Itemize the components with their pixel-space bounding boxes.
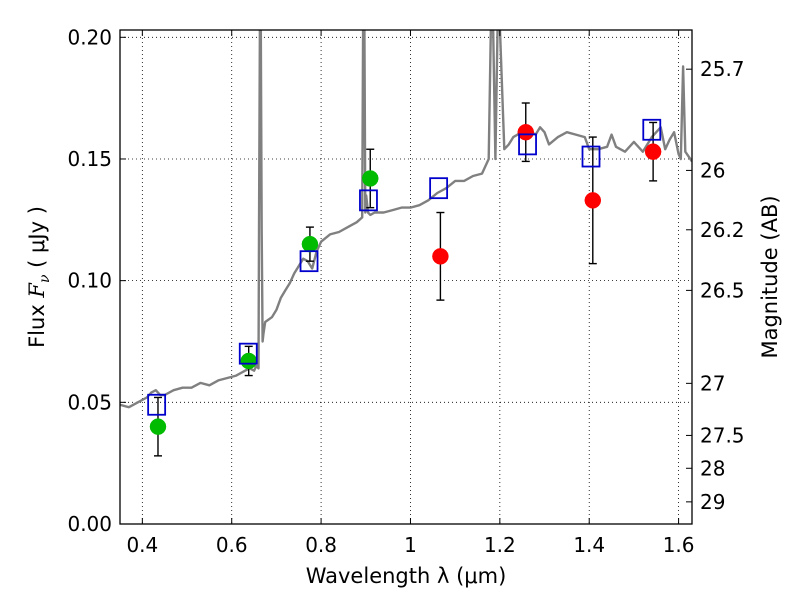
y-axis-title-prefix: Flux xyxy=(25,298,49,348)
model-photometry-square xyxy=(642,118,662,141)
y-tick-label: 0.05 xyxy=(67,390,112,414)
green-data-point xyxy=(149,418,167,435)
y-tick-label: 0.00 xyxy=(67,512,112,536)
right-tick-label: 26 xyxy=(700,158,725,182)
x-tick-label: 1 xyxy=(404,533,417,557)
right-tick-label: 25.7 xyxy=(700,57,745,81)
model-photometry-square xyxy=(299,250,319,273)
y-tick-label: 0.20 xyxy=(67,25,112,49)
data-markers xyxy=(147,102,662,457)
model-spectrum-line xyxy=(120,30,692,409)
right-tick-label: 28 xyxy=(700,456,725,480)
red-data-point xyxy=(432,248,449,265)
right-tick-label: 26.2 xyxy=(700,218,745,242)
y-tick-label: 0.10 xyxy=(67,269,112,293)
model-photometry-square xyxy=(238,342,258,365)
model-photometry-square xyxy=(518,133,537,156)
model-photometry-square xyxy=(359,189,378,212)
x-tick-label: 0.8 xyxy=(305,533,337,557)
red-data-point xyxy=(517,123,535,141)
model-photometry-square xyxy=(429,177,449,200)
x-tick-label: 1.6 xyxy=(663,533,695,557)
right-tick-label: 27.5 xyxy=(700,423,745,447)
grid xyxy=(120,30,692,525)
red-data-point xyxy=(644,143,662,160)
green-data-point xyxy=(301,235,319,253)
y-axis-title-unit: ( μJy ) xyxy=(25,206,49,274)
x-tick-label: 1.4 xyxy=(573,533,605,557)
model-photometry-square xyxy=(581,145,601,168)
right-tick-label: 29 xyxy=(700,490,725,514)
green-data-point xyxy=(362,170,379,187)
y-tick-label: 0.15 xyxy=(67,147,112,171)
green-data-point xyxy=(240,352,257,370)
right-axis-title: Magnitude (AB) xyxy=(758,195,782,358)
axis-ticks: 0.4 0.6 0.8 1 1.2 1.4 1.6 0.00 0.05 0.10 0.15 0.20 2… xyxy=(67,25,744,557)
x-tick-label: 0.6 xyxy=(216,533,248,557)
right-tick-label: 27 xyxy=(700,371,725,395)
plot-frame xyxy=(119,29,693,525)
y-axis-title-symbol: F xyxy=(25,282,49,299)
y-axis-title: Flux Fν ( μJy ) xyxy=(25,206,53,348)
x-tick-label: 1.2 xyxy=(484,533,516,557)
red-data-point xyxy=(584,192,602,209)
right-tick-label: 26.5 xyxy=(700,278,745,302)
x-axis-title: Wavelength λ (μm) xyxy=(306,564,507,588)
x-tick-label: 0.4 xyxy=(126,533,158,557)
y-axis-title-subscript: ν xyxy=(37,274,53,283)
model-photometry-square xyxy=(147,393,167,416)
